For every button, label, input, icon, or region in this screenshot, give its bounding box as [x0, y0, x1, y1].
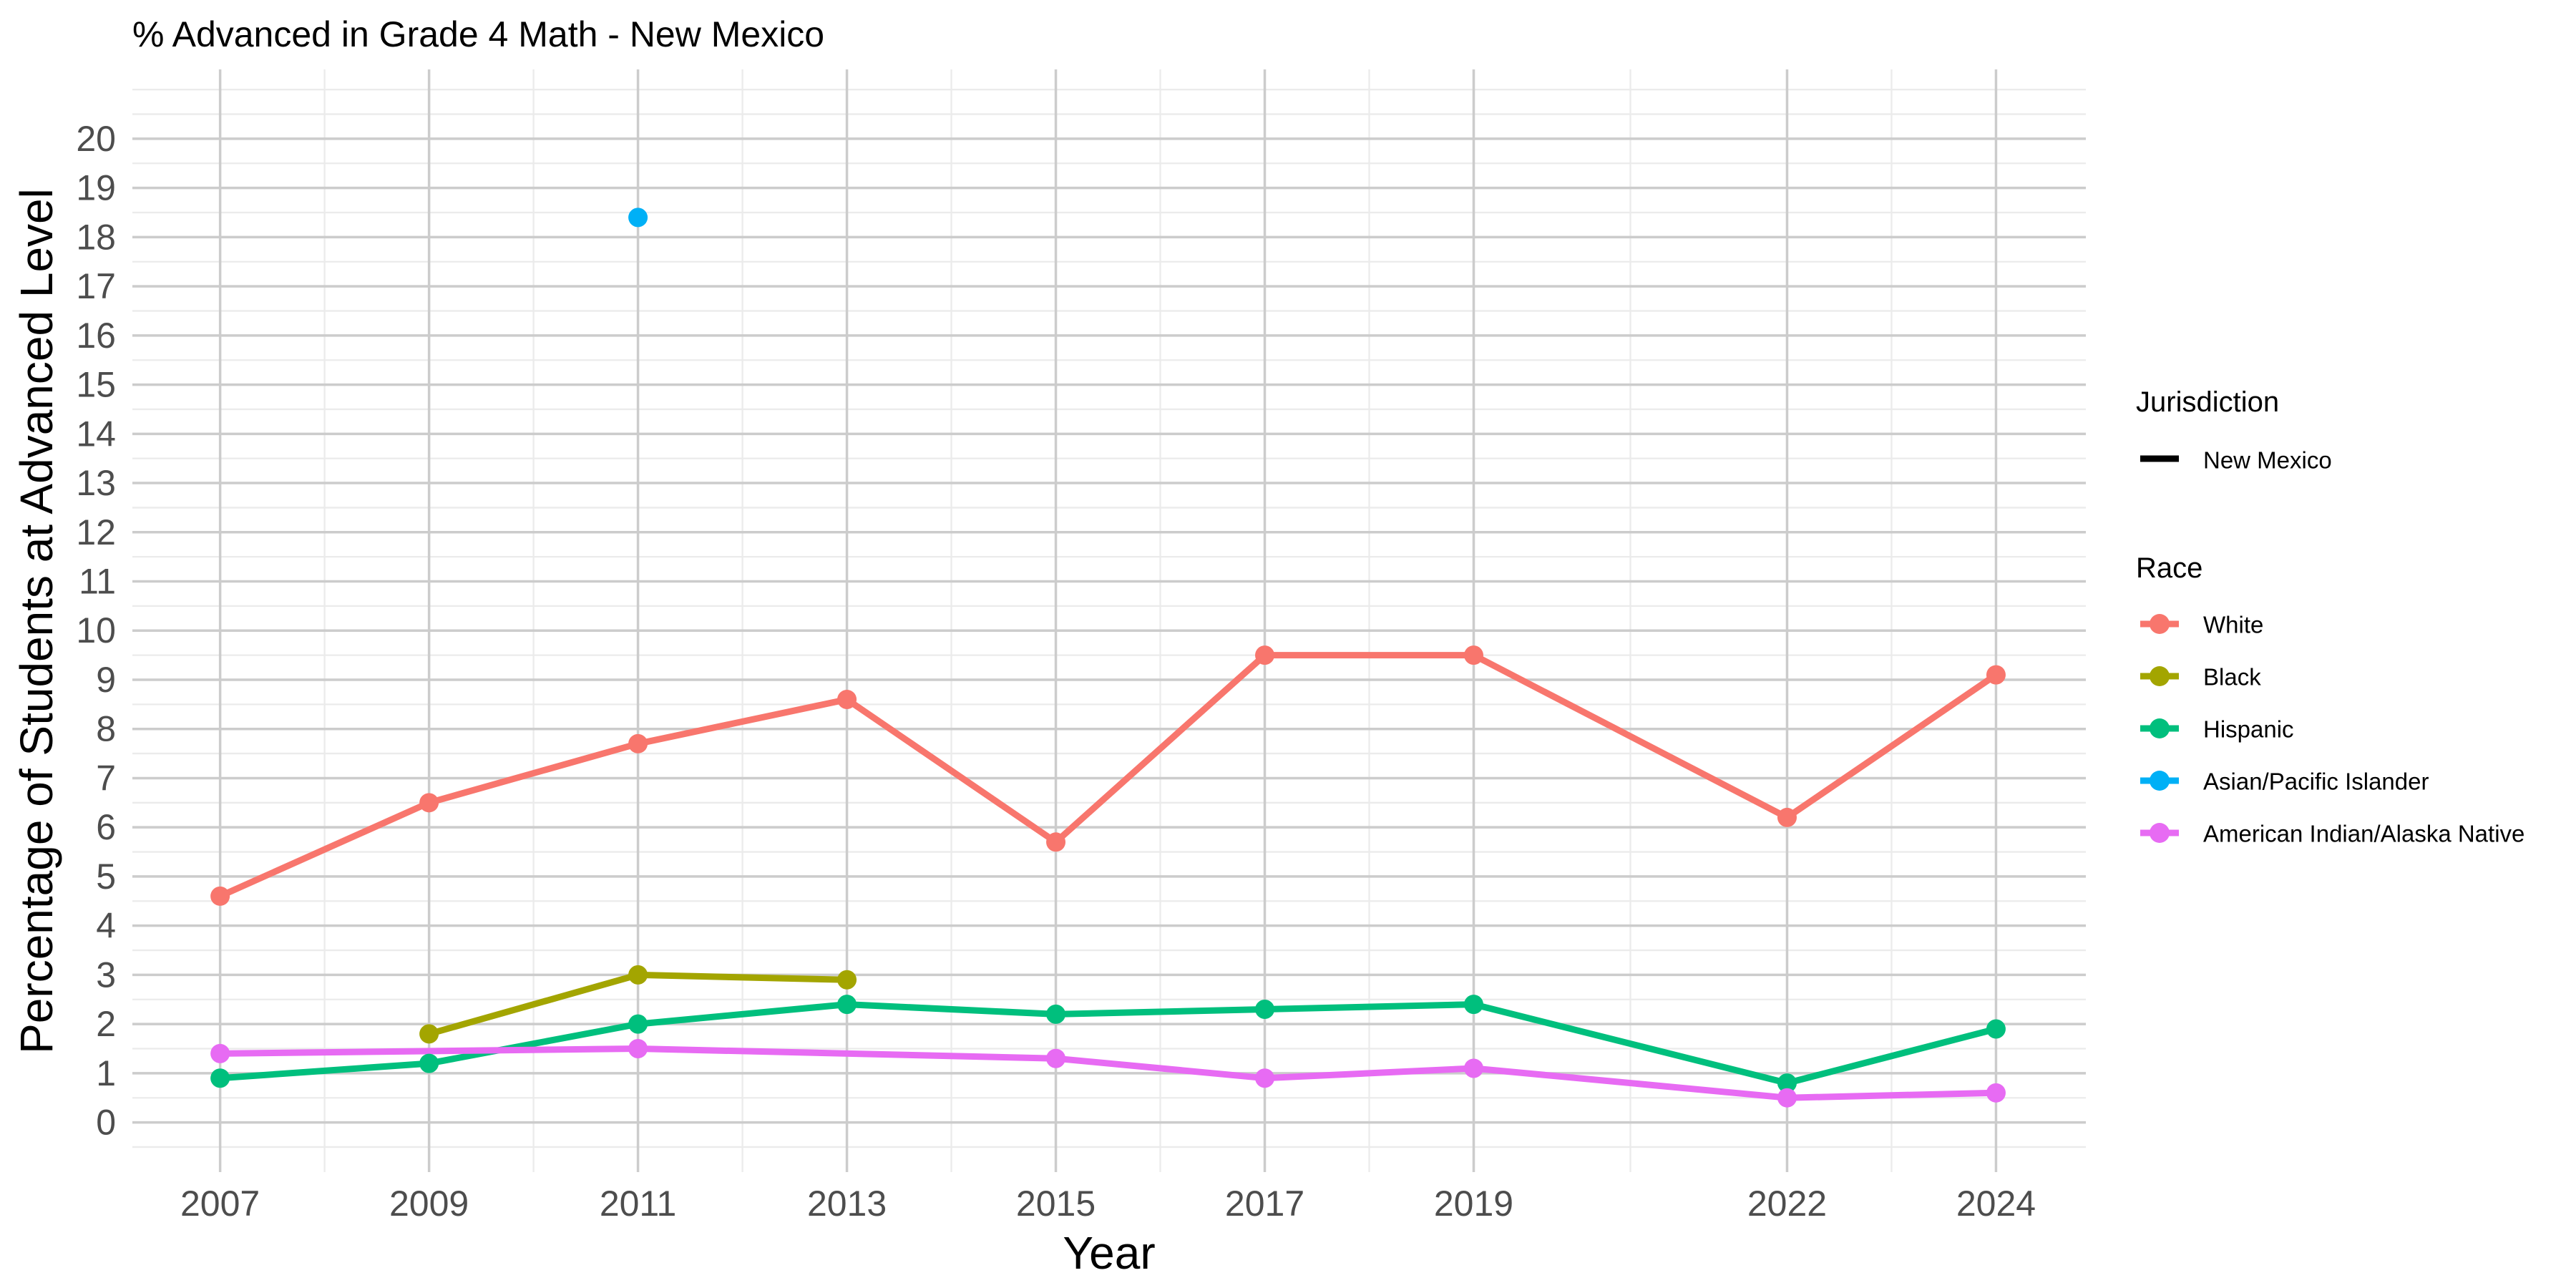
y-tick-label-15: 15 [76, 365, 116, 405]
point-american-indian-alaska-native-2022 [1777, 1088, 1797, 1108]
y-tick-label-19: 19 [76, 168, 116, 208]
point-american-indian-alaska-native-2017 [1255, 1068, 1275, 1088]
x-tick-label-2009: 2009 [389, 1184, 469, 1224]
x-tick-label-2017: 2017 [1225, 1184, 1304, 1224]
point-white-2017 [1255, 645, 1275, 665]
point-american-indian-alaska-native-2024 [1986, 1083, 2006, 1103]
y-tick-label-13: 13 [76, 463, 116, 503]
x-tick-label-2015: 2015 [1016, 1184, 1096, 1224]
y-tick-label-14: 14 [76, 414, 116, 454]
legend-entry-new-mexico: New Mexico [2140, 447, 2332, 474]
legend-entry-white: White [2140, 612, 2263, 638]
legend-key-point-white [2150, 614, 2170, 634]
legend: Jurisdiction New Mexico Race White Black H… [2136, 386, 2524, 847]
y-tick-label-17: 17 [76, 266, 116, 306]
legend-entry-american-indian-alaska-native: American Indian/Alaska Native [2140, 821, 2524, 847]
point-hispanic-2017 [1255, 999, 1275, 1019]
x-tick-label-2013: 2013 [807, 1184, 887, 1224]
point-hispanic-2024 [1986, 1019, 2006, 1039]
point-white-2024 [1986, 665, 2006, 685]
point-american-indian-alaska-native-2015 [1046, 1048, 1066, 1068]
point-american-indian-alaska-native-2011 [628, 1038, 648, 1058]
y-tick-label-11: 11 [79, 562, 116, 602]
legend-race-entries: White Black Hispanic Asian/Pacific Islander… [2140, 612, 2524, 847]
y-tick-label-0: 0 [96, 1103, 116, 1143]
y-tick-label-7: 7 [96, 758, 116, 798]
legend-key-point-asian-pacific-islander [2150, 771, 2170, 791]
legend-label-new-mexico: New Mexico [2203, 447, 2332, 474]
point-white-2013 [837, 689, 857, 709]
minor-gridlines [132, 69, 2086, 1172]
x-tick-label-2024: 2024 [1956, 1184, 2036, 1224]
point-black-2009 [419, 1024, 439, 1044]
legend-title-race: Race [2136, 552, 2202, 584]
x-axis-title: Year [1063, 1227, 1155, 1279]
point-white-2009 [419, 793, 439, 813]
x-axis-tick-labels: 2007 2009 2011 2013 2015 2017 2019 2022 2024 [180, 1184, 2036, 1224]
y-tick-label-10: 10 [76, 610, 116, 650]
point-white-2019 [1464, 645, 1484, 665]
legend-label-white: White [2203, 612, 2263, 638]
legend-label-black: Black [2203, 664, 2261, 691]
y-tick-label-5: 5 [96, 857, 116, 897]
legend-label-asian-pacific-islander: Asian/Pacific Islander [2203, 769, 2429, 795]
y-tick-label-1: 1 [96, 1053, 116, 1093]
legend-entry-black: Black [2140, 664, 2261, 691]
legend-label-hispanic: Hispanic [2203, 716, 2294, 743]
legend-key-point-american-indian-alaska-native [2150, 823, 2170, 843]
point-hispanic-2015 [1046, 1004, 1066, 1024]
y-tick-label-20: 20 [76, 119, 116, 159]
point-asian-pacific-islander-2011 [628, 208, 648, 228]
series-layer [210, 208, 2006, 1108]
y-tick-label-18: 18 [76, 217, 116, 257]
legend-entry-asian-pacific-islander: Asian/Pacific Islander [2140, 769, 2429, 795]
point-black-2011 [628, 965, 648, 985]
y-tick-label-8: 8 [96, 709, 116, 749]
x-tick-label-2022: 2022 [1747, 1184, 1827, 1224]
y-tick-label-2: 2 [96, 1004, 116, 1044]
legend-entry-hispanic: Hispanic [2140, 716, 2294, 743]
x-tick-label-2011: 2011 [600, 1184, 677, 1224]
x-tick-label-2007: 2007 [180, 1184, 260, 1224]
point-hispanic-2022 [1777, 1073, 1797, 1093]
y-tick-label-6: 6 [96, 807, 116, 847]
point-white-2022 [1777, 807, 1797, 827]
point-white-2015 [1046, 832, 1066, 852]
legend-label-american-indian-alaska-native: American Indian/Alaska Native [2203, 821, 2524, 847]
point-black-2013 [837, 970, 857, 990]
legend-key-point-black [2150, 666, 2170, 686]
point-white-2007 [210, 886, 230, 906]
point-hispanic-2019 [1464, 995, 1484, 1015]
major-gridlines [132, 69, 2086, 1172]
point-hispanic-2007 [210, 1068, 230, 1088]
chart-title: % Advanced in Grade 4 Math - New Mexico [132, 14, 824, 54]
y-tick-label-16: 16 [76, 316, 116, 356]
point-white-2011 [628, 733, 648, 753]
y-tick-label-9: 9 [96, 660, 116, 700]
point-hispanic-2009 [419, 1053, 439, 1073]
y-tick-label-12: 12 [76, 512, 116, 552]
legend-title-jurisdiction: Jurisdiction [2136, 386, 2279, 418]
y-tick-label-4: 4 [96, 906, 116, 946]
point-american-indian-alaska-native-2019 [1464, 1058, 1484, 1078]
point-hispanic-2013 [837, 995, 857, 1015]
y-axis-title: Percentage of Students at Advanced Level [11, 188, 62, 1054]
y-tick-label-3: 3 [96, 955, 116, 995]
legend-key-point-hispanic [2150, 718, 2170, 738]
x-tick-label-2019: 2019 [1434, 1184, 1513, 1224]
point-american-indian-alaska-native-2007 [210, 1043, 230, 1063]
point-hispanic-2011 [628, 1014, 648, 1034]
